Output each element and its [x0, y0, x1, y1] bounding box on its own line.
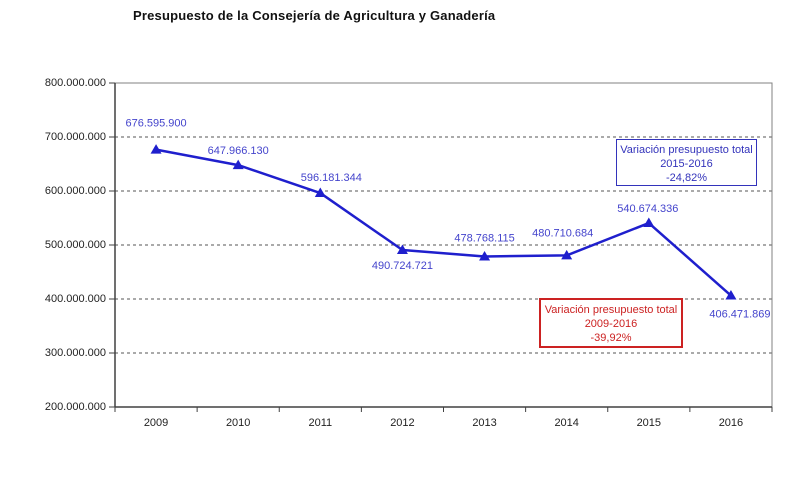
- data-point-marker: [396, 244, 408, 255]
- data-point-label: 406.471.869: [709, 309, 770, 321]
- annotation-line: 2015-2016: [660, 158, 713, 170]
- y-tick-label: 500.000.000: [45, 239, 106, 251]
- data-point-marker: [725, 290, 737, 300]
- data-point-label: 647.966.130: [208, 145, 269, 157]
- y-tick-label: 700.000.000: [45, 131, 106, 143]
- y-tick-label: 400.000.000: [45, 293, 106, 305]
- annotation-box-2015-2016: Variación presupuesto total 2015-2016 -2…: [616, 139, 757, 186]
- annotation-line: Variación presupuesto total: [620, 144, 753, 156]
- data-point-marker: [561, 249, 573, 260]
- x-tick-label: 2009: [144, 417, 168, 429]
- annotation-box-2009-2016: Variación presupuesto total 2009-2016 -3…: [539, 298, 683, 348]
- x-tick-label: 2016: [719, 417, 743, 429]
- y-tick-label: 200.000.000: [45, 401, 106, 413]
- y-tick-label: 600.000.000: [45, 185, 106, 197]
- y-tick-label: 800.000.000: [45, 77, 106, 89]
- annotation-line: -24,82%: [666, 172, 707, 184]
- data-point-label: 540.674.336: [617, 203, 678, 215]
- data-point-marker: [479, 250, 491, 261]
- data-point-label: 490.724.721: [372, 260, 433, 272]
- data-point-label: 480.710.684: [532, 227, 593, 239]
- data-point-label: 478.768.115: [454, 232, 514, 244]
- x-tick-label: 2010: [226, 417, 250, 429]
- x-tick-label: 2014: [554, 417, 578, 429]
- x-tick-label: 2015: [637, 417, 661, 429]
- chart-title: Presupuesto de la Consejería de Agricult…: [133, 8, 496, 23]
- data-point-marker: [314, 187, 326, 198]
- data-point-marker: [150, 144, 162, 154]
- x-tick-label: 2011: [308, 417, 332, 429]
- annotation-line: 2009-2016: [584, 318, 638, 330]
- data-point-marker: [232, 159, 244, 170]
- data-point-marker: [643, 217, 655, 228]
- data-point-label: 596.181.344: [301, 172, 362, 184]
- data-point-label: 676.595.900: [125, 118, 186, 130]
- budget-line-series: [154, 148, 733, 297]
- annotation-line: Variación presupuesto total: [544, 304, 678, 316]
- x-tick-label: 2013: [472, 417, 496, 429]
- annotation-line: -39,92%: [590, 332, 632, 344]
- x-tick-label: 2012: [390, 417, 414, 429]
- y-tick-label: 300.000.000: [45, 347, 106, 359]
